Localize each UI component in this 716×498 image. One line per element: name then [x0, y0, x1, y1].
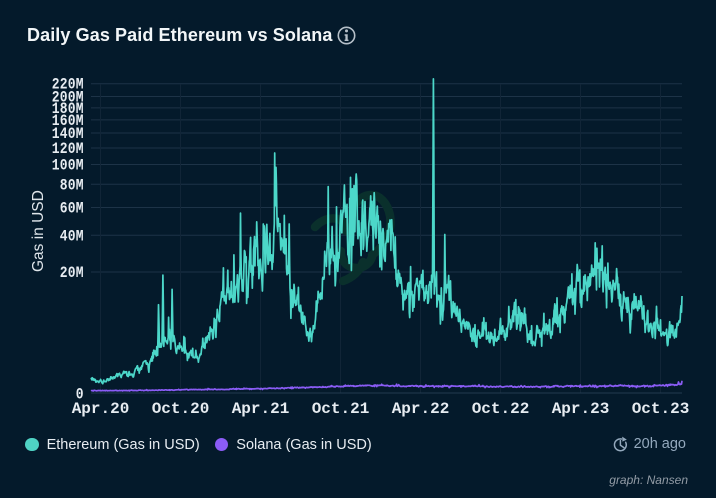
svg-text:20M: 20M	[60, 265, 84, 282]
svg-text:Oct.21: Oct.21	[312, 400, 370, 418]
svg-text:80M: 80M	[60, 177, 84, 194]
svg-text:180M: 180M	[52, 101, 84, 118]
svg-text:140M: 140M	[52, 126, 84, 143]
svg-text:Apr.20: Apr.20	[72, 400, 130, 418]
svg-text:0: 0	[76, 386, 84, 403]
svg-text:60M: 60M	[60, 200, 84, 217]
svg-text:40M: 40M	[60, 228, 84, 245]
svg-text:Apr.22: Apr.22	[392, 400, 450, 418]
svg-text:Apr.21: Apr.21	[232, 400, 290, 418]
svg-text:220M: 220M	[52, 77, 84, 94]
svg-text:Oct.23: Oct.23	[632, 400, 690, 418]
svg-text:160M: 160M	[52, 113, 84, 130]
svg-text:100M: 100M	[52, 157, 84, 174]
svg-text:Gas in USD: Gas in USD	[30, 190, 47, 272]
svg-text:Apr.23: Apr.23	[552, 400, 610, 418]
svg-text:120M: 120M	[52, 141, 84, 158]
svg-text:Oct.22: Oct.22	[472, 400, 530, 418]
svg-text:Oct.20: Oct.20	[152, 400, 210, 418]
svg-text:200M: 200M	[52, 89, 84, 106]
